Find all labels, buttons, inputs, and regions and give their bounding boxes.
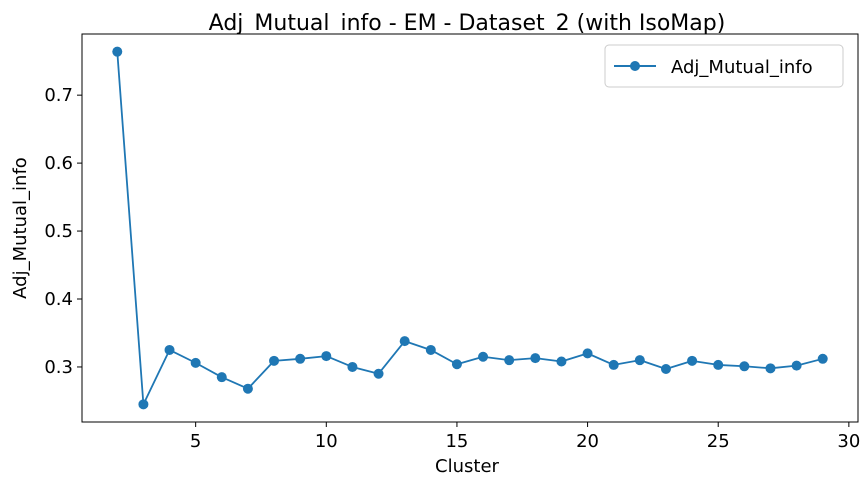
legend: Adj_Mutual_info [604, 44, 844, 88]
data-point [321, 351, 332, 362]
legend-marker-swatch [630, 61, 640, 71]
y-tick-label: 0.5 [44, 221, 73, 242]
data-point [216, 372, 227, 383]
data-point [582, 348, 593, 359]
x-tick-label: 5 [190, 431, 201, 452]
data-point [504, 355, 515, 366]
data-point [347, 361, 358, 372]
x-tick-label: 15 [445, 431, 468, 452]
data-point [451, 359, 462, 370]
data-point [373, 368, 384, 379]
data-point [660, 363, 671, 374]
data-point [242, 383, 253, 394]
x-tick-label: 25 [707, 431, 730, 452]
data-point [138, 399, 149, 410]
x-axis: 5 10 15 20 25 30 [190, 422, 860, 452]
data-point [399, 336, 410, 347]
series-layer [112, 46, 828, 410]
data-point [791, 360, 802, 371]
data-point [425, 344, 436, 355]
y-tick-label: 0.6 [44, 153, 73, 174]
x-axis-label: Cluster [435, 456, 499, 477]
x-tick-label: 20 [576, 431, 599, 452]
data-point [164, 344, 175, 355]
x-tick-label: 30 [837, 431, 860, 452]
y-axis-label: Adj_Mutual_info [10, 157, 31, 299]
data-point [556, 356, 567, 367]
data-point [478, 351, 489, 362]
data-point [713, 359, 724, 370]
data-point [530, 353, 541, 364]
plot-area [81, 33, 859, 423]
data-point [765, 363, 776, 374]
data-point [112, 46, 123, 57]
data-point [817, 353, 828, 364]
data-point [190, 357, 201, 368]
chart-title: Adj_Mutual_info - EM - Dataset_2 (with I… [209, 11, 726, 36]
data-point [634, 355, 645, 366]
data-point [687, 355, 698, 366]
x-tick-label: 10 [315, 431, 338, 452]
y-tick-label: 0.7 [44, 85, 73, 106]
data-point [608, 359, 619, 370]
series-line [116, 51, 823, 406]
data-point [295, 353, 306, 364]
data-point [739, 361, 750, 372]
data-point [269, 355, 280, 366]
y-tick-label: 0.4 [44, 289, 73, 310]
y-axis: 0.3 0.4 0.5 0.6 0.7 [44, 85, 82, 378]
legend-box [604, 44, 844, 88]
legend-label: Adj_Mutual_info [671, 57, 813, 78]
y-tick-label: 0.3 [44, 357, 73, 378]
